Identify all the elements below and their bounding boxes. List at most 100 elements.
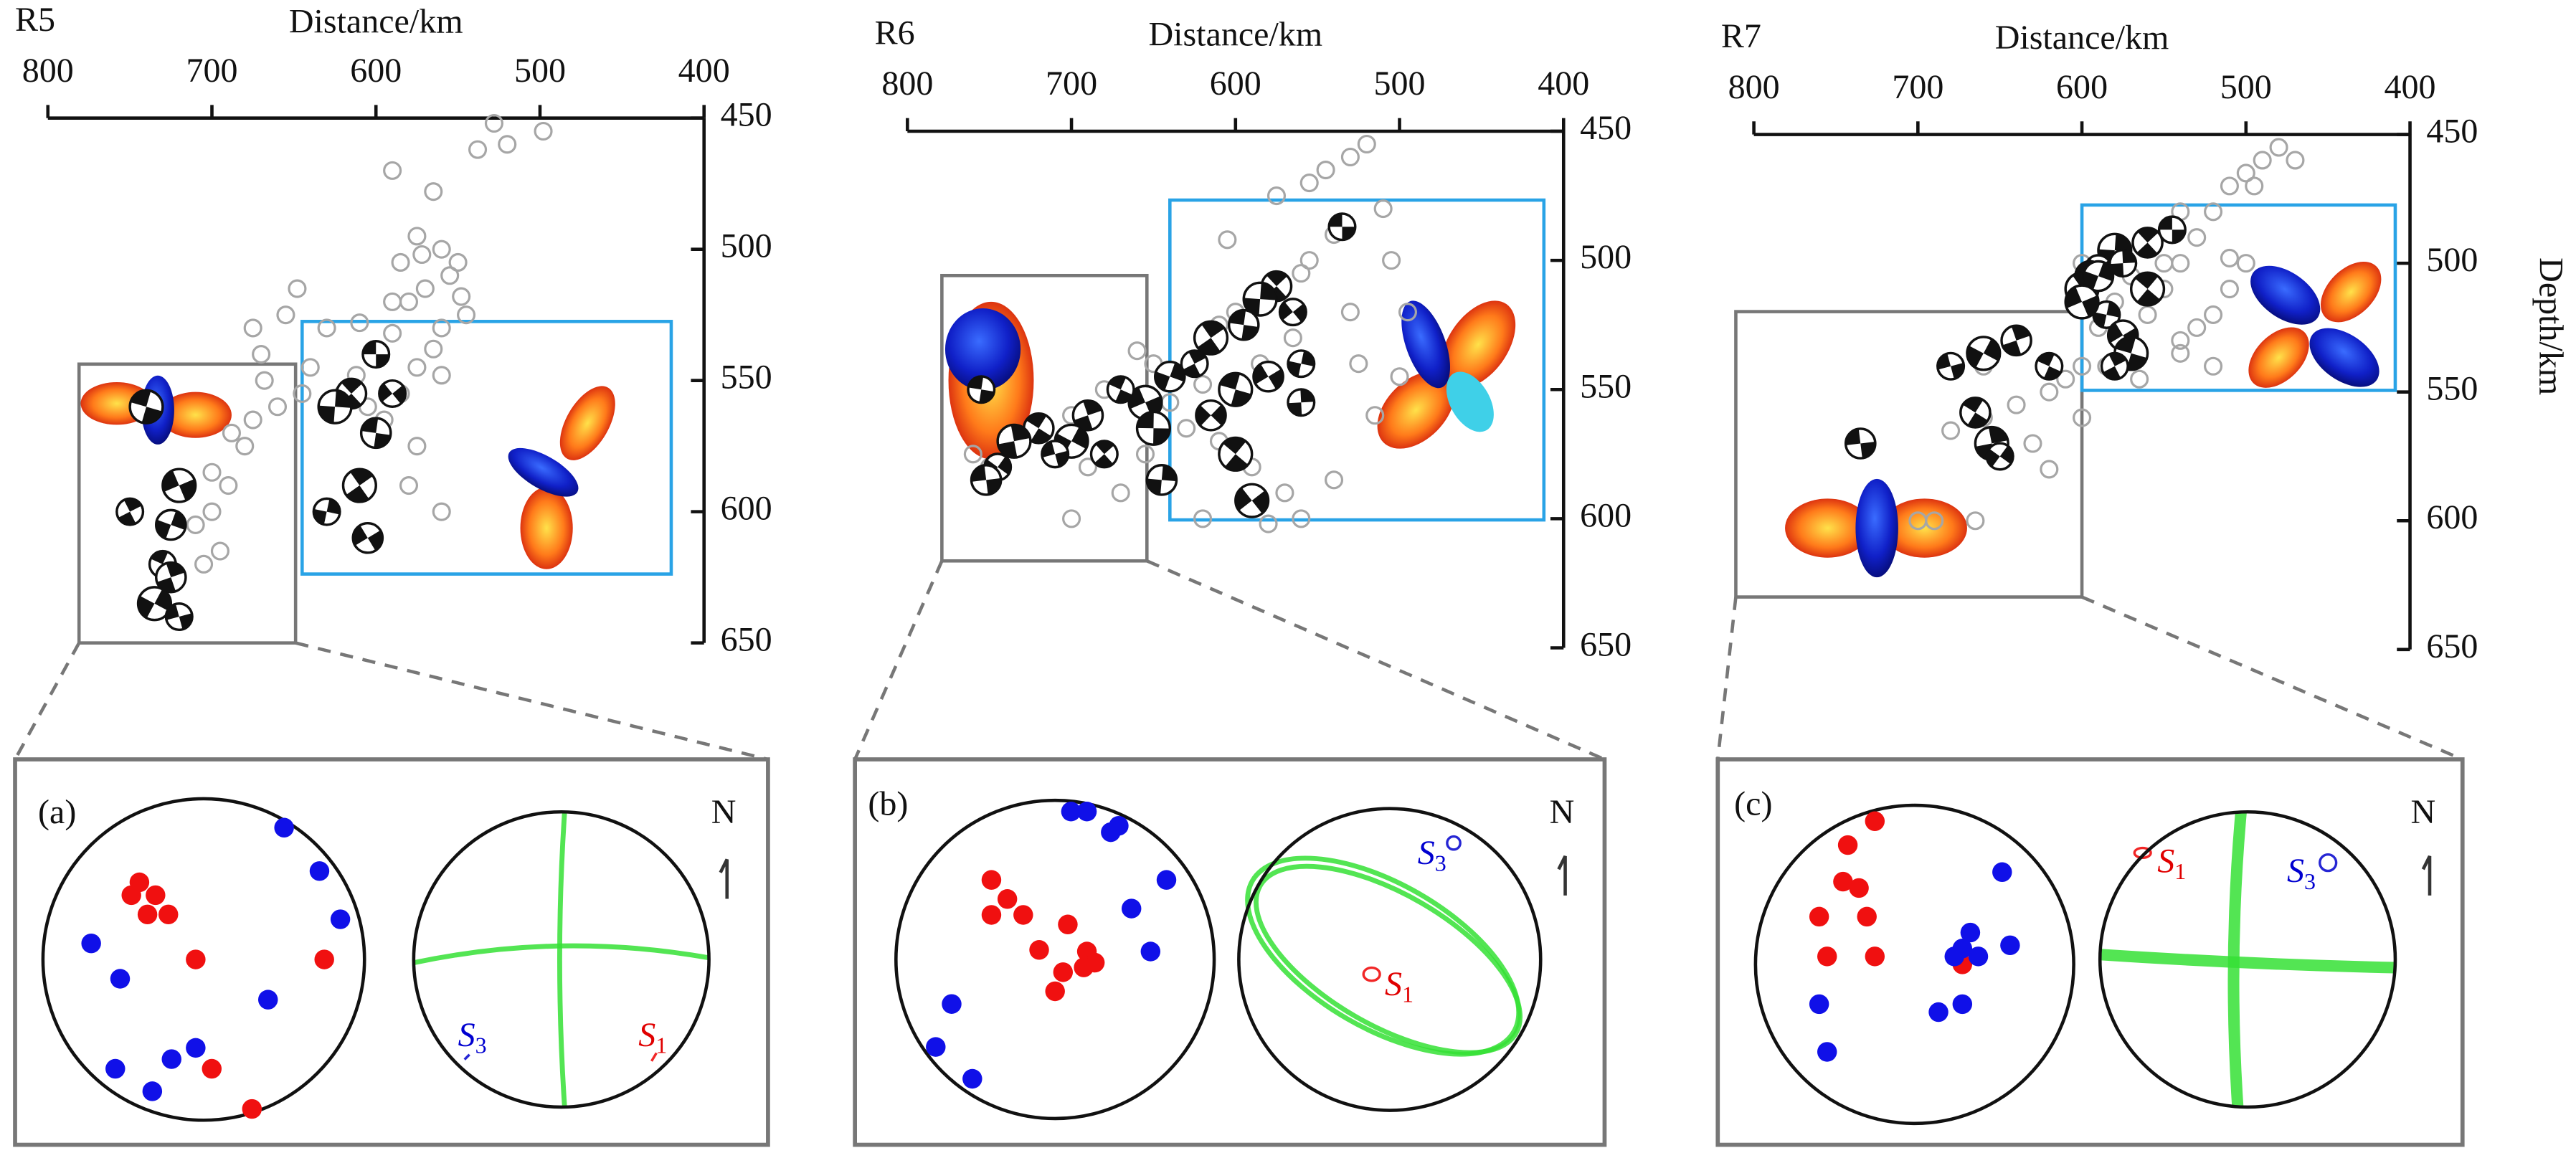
event-point: [1292, 509, 1311, 528]
zoom-box: [1734, 310, 2084, 599]
event-point: [415, 279, 435, 298]
event-point: [412, 245, 432, 265]
beachball-quadrant: [1197, 321, 1225, 355]
y-tick-label: 550: [1580, 367, 1632, 405]
event-point: [1373, 199, 1393, 219]
focal-mechanism: [378, 379, 407, 408]
pole-point: [1013, 905, 1033, 925]
event-point: [2204, 356, 2223, 376]
event-point: [222, 423, 241, 442]
event-point: [1078, 457, 1097, 477]
pole-point: [942, 994, 962, 1014]
beachball-quadrant: [1244, 283, 1277, 315]
inset-frame: [853, 757, 1607, 1147]
focal-mechanism: [1023, 412, 1055, 445]
x-tick-label: 500: [514, 52, 566, 90]
event-point: [317, 318, 336, 338]
beachball-quadrant: [2103, 353, 2127, 380]
pole-point: [1109, 815, 1129, 836]
highlight-box: [300, 320, 673, 576]
pole-point: [1156, 870, 1177, 890]
event-point: [407, 227, 427, 246]
event-point: [2171, 331, 2190, 350]
event-point: [235, 437, 255, 456]
pole-point: [1992, 862, 2012, 882]
pole-point: [186, 1038, 206, 1058]
event-point: [202, 502, 222, 521]
beachball-quadrant: [1195, 404, 1226, 427]
y-tick-label: 550: [721, 359, 772, 397]
event-point: [2187, 228, 2207, 247]
focal-mechanism: [2100, 351, 2129, 381]
y-tick-label: 600: [1580, 496, 1632, 534]
x-tick-label: 600: [2056, 68, 2108, 106]
focal-mechanism: [1154, 360, 1186, 393]
event-point: [1127, 341, 1147, 361]
pole-point: [1074, 957, 1094, 977]
pole-point: [2000, 935, 2020, 956]
beachball-quadrant: [2083, 262, 2113, 290]
focal-mechanism: [1071, 399, 1104, 432]
pole-point: [258, 990, 278, 1010]
event-point: [2040, 382, 2059, 402]
x-tick-label: 400: [2385, 68, 2436, 106]
focal-mechanism: [136, 586, 173, 622]
event-point: [2236, 163, 2255, 183]
event-point: [2171, 343, 2190, 363]
stereonet: [41, 797, 366, 1122]
event-point: [1062, 509, 1081, 528]
x-tick-label: 800: [881, 65, 933, 103]
pole-point: [1809, 994, 1829, 1015]
pole-point: [1928, 1002, 1948, 1022]
pole-point: [1121, 898, 1142, 919]
event-point: [2236, 254, 2255, 273]
event-point: [1340, 147, 1360, 167]
event-point: [424, 182, 443, 201]
focal-mechanism: [1936, 351, 1966, 381]
event-point: [399, 292, 419, 311]
focal-mechanism: [2157, 215, 2187, 245]
event-point: [448, 252, 468, 272]
focal-mechanism: [115, 497, 145, 526]
event-point: [1340, 303, 1360, 322]
event-point: [1398, 303, 1418, 322]
event-point: [1177, 419, 1196, 438]
beachball-quadrant: [1228, 310, 1259, 340]
y-tick-label: 500: [2426, 241, 2478, 279]
event-point: [2220, 176, 2239, 196]
event-point: [1259, 514, 1278, 533]
event-point: [399, 476, 419, 495]
beachball-quadrant: [131, 390, 162, 424]
stereonet: [1753, 803, 2075, 1126]
y-tick-label: 650: [2426, 627, 2478, 665]
x-tick-label: 400: [1538, 65, 1589, 103]
pole-point: [1849, 878, 1869, 898]
event-point: [498, 135, 517, 154]
event-point: [267, 397, 288, 417]
focal-mechanism: [1106, 375, 1135, 404]
beachball-quadrant: [346, 469, 374, 502]
event-point: [468, 140, 488, 159]
pole-point: [1960, 922, 1981, 943]
event-point: [391, 252, 410, 272]
event-point: [1193, 509, 1213, 528]
focal-mechanism: [1193, 320, 1229, 356]
x-axis-title: Distance/km: [1148, 16, 1322, 54]
event-point: [2171, 254, 2190, 273]
event-point: [407, 437, 427, 456]
event-point: [424, 339, 443, 359]
focal-mechanism: [1242, 281, 1278, 317]
stress-letter: S: [1385, 965, 1402, 1003]
focal-mechanism: [2064, 284, 2100, 320]
pole-point: [274, 817, 294, 838]
stress-axis-label: S1: [638, 1016, 667, 1058]
beachball-quadrant: [2135, 272, 2161, 305]
event-point: [2204, 305, 2223, 324]
beachball-quadrant: [1966, 338, 2000, 369]
event-point: [1357, 134, 1376, 154]
x-tick-label: 500: [2220, 68, 2272, 106]
x-tick-label: 500: [1374, 65, 1426, 103]
pole-point: [137, 904, 158, 925]
x-tick-label: 400: [678, 52, 730, 90]
y-tick-label: 650: [1580, 626, 1632, 664]
